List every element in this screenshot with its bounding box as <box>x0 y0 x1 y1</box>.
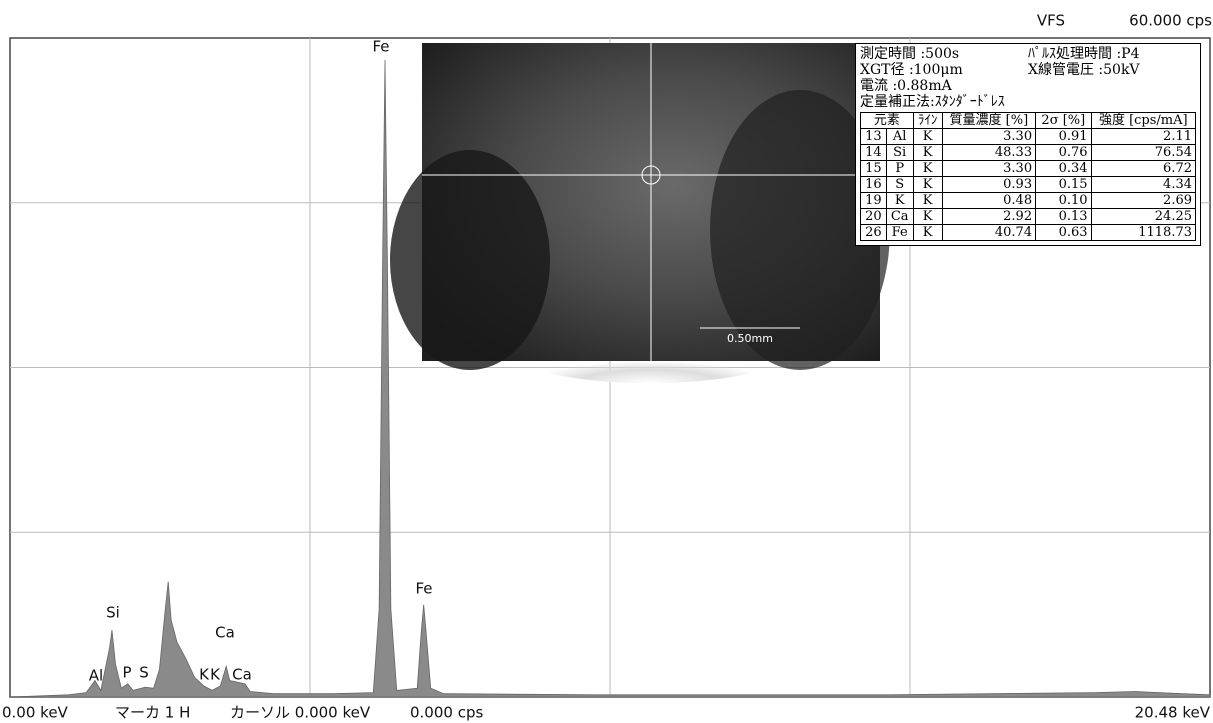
peak-label: Ca <box>232 666 252 684</box>
result-cell: K <box>912 176 943 193</box>
result-cell: Fe <box>885 224 914 241</box>
result-row: 20 Ca K 2.92 0.13 24.25 <box>860 208 1197 225</box>
x-tick-label: 0.00 keV <box>2 704 69 722</box>
result-cell: 2.69 <box>1090 192 1197 209</box>
result-cell: 19 <box>860 192 887 209</box>
info-line: 電流 :0.88mA <box>860 78 952 94</box>
result-cell: 14 <box>860 144 887 161</box>
column-header: 強度 [cps/mA] <box>1090 112 1197 129</box>
result-cell: S <box>885 176 914 193</box>
result-cell: 20 <box>860 208 887 225</box>
x-tick-label: 20.48 keV <box>1135 704 1211 722</box>
result-cell: 48.33 <box>941 144 1037 161</box>
result-cell: 0.93 <box>941 176 1037 193</box>
result-cell: Si <box>885 144 914 161</box>
info-line: ﾊﾟﾙｽ処理時間 :P4 <box>1028 46 1140 62</box>
measurement-info: 測定時間 :500s ﾊﾟﾙｽ処理時間 :P4 XGT径 :100μm X線管電圧 :… <box>860 46 1196 110</box>
camera-image: 0.50mm <box>390 43 890 383</box>
results-table: 元素 ﾗｲﾝ 質量濃度 [%] 2σ [%] 強度 [cps/mA] 13 Al K 3.30 0… <box>860 112 1197 241</box>
result-cell: 1118.73 <box>1090 224 1197 241</box>
camera-glow <box>530 339 770 383</box>
result-cell: 2.92 <box>941 208 1037 225</box>
result-cell: 6.72 <box>1090 160 1197 177</box>
result-cell: 3.30 <box>941 128 1037 145</box>
result-cell: 24.25 <box>1090 208 1197 225</box>
result-cell: 4.34 <box>1090 176 1197 193</box>
result-cell: 76.54 <box>1090 144 1197 161</box>
scale-label: 0.50mm <box>727 332 773 345</box>
result-cell: K <box>912 224 943 241</box>
info-line: 測定時間 :500s <box>860 46 960 62</box>
result-cell: K <box>912 144 943 161</box>
result-cell: 26 <box>860 224 887 241</box>
peak-label: Ca <box>215 624 235 642</box>
crosshair-circle <box>641 165 661 185</box>
result-row: 26 Fe K 40.74 0.63 1118.73 <box>860 224 1197 241</box>
status-marker: マーカ 1 H <box>115 704 190 722</box>
status-cursor: カーソル 0.000 keV <box>230 704 371 722</box>
result-cell: K <box>912 160 943 177</box>
y-tick-label: 60.000 cps <box>1129 12 1212 30</box>
result-cell: 15 <box>860 160 887 177</box>
peak-label: Si <box>106 604 120 622</box>
y-axis-label: VFS <box>1037 12 1065 30</box>
result-cell: 40.74 <box>941 224 1037 241</box>
result-cell: 0.76 <box>1035 144 1092 161</box>
column-header: 元素 <box>860 112 914 129</box>
result-cell: 0.15 <box>1035 176 1092 193</box>
result-cell: 16 <box>860 176 887 193</box>
result-cell: 13 <box>860 128 887 145</box>
result-cell: 0.10 <box>1035 192 1092 209</box>
result-cell: 0.48 <box>941 192 1037 209</box>
result-row: 13 Al K 3.30 0.91 2.11 <box>860 128 1197 145</box>
result-cell: 2.11 <box>1090 128 1197 145</box>
result-row: 16 S K 0.93 0.15 4.34 <box>860 176 1197 193</box>
column-header: 質量濃度 [%] <box>941 112 1037 129</box>
result-cell: P <box>885 160 914 177</box>
info-line: XGT径 :100μm <box>860 62 963 78</box>
peak-label: K <box>199 666 210 684</box>
peak-label: K <box>210 666 221 684</box>
result-row: 15 P K 3.30 0.34 6.72 <box>860 160 1197 177</box>
result-cell: K <box>912 208 943 225</box>
peak-label: S <box>139 664 149 682</box>
result-row: 19 K K 0.48 0.10 2.69 <box>860 192 1197 209</box>
column-header: 2σ [%] <box>1035 112 1092 129</box>
result-row: 14 Si K 48.33 0.76 76.54 <box>860 144 1197 161</box>
camera-dark <box>390 150 550 370</box>
spectrum-area <box>9 59 1211 698</box>
result-cell: K <box>885 192 914 209</box>
result-cell: 0.91 <box>1035 128 1092 145</box>
result-cell: K <box>912 192 943 209</box>
result-cell: 0.63 <box>1035 224 1092 241</box>
result-cell: Ca <box>885 208 914 225</box>
peak-label: P <box>122 664 131 682</box>
info-line: 定量補正法:ｽﾀﾝﾀﾞｰﾄﾞﾚｽ <box>860 94 1005 110</box>
column-header: ﾗｲﾝ <box>912 112 943 129</box>
result-cell: 0.13 <box>1035 208 1092 225</box>
peak-label: Al <box>89 667 103 685</box>
result-cell: K <box>912 128 943 145</box>
result-cell: Al <box>885 128 914 145</box>
info-line: X線管電圧 :50kV <box>1028 62 1140 78</box>
results-panel: 測定時間 :500s ﾊﾟﾙｽ処理時間 :P4 XGT径 :100μm X線管電圧 :… <box>855 43 1201 246</box>
peak-label: Fe <box>372 38 389 56</box>
status-cursor-value: 0.000 cps <box>410 704 483 722</box>
result-cell: 0.34 <box>1035 160 1092 177</box>
camera-dark <box>710 90 890 370</box>
result-cell: 3.30 <box>941 160 1037 177</box>
peak-label: Fe <box>415 580 432 598</box>
